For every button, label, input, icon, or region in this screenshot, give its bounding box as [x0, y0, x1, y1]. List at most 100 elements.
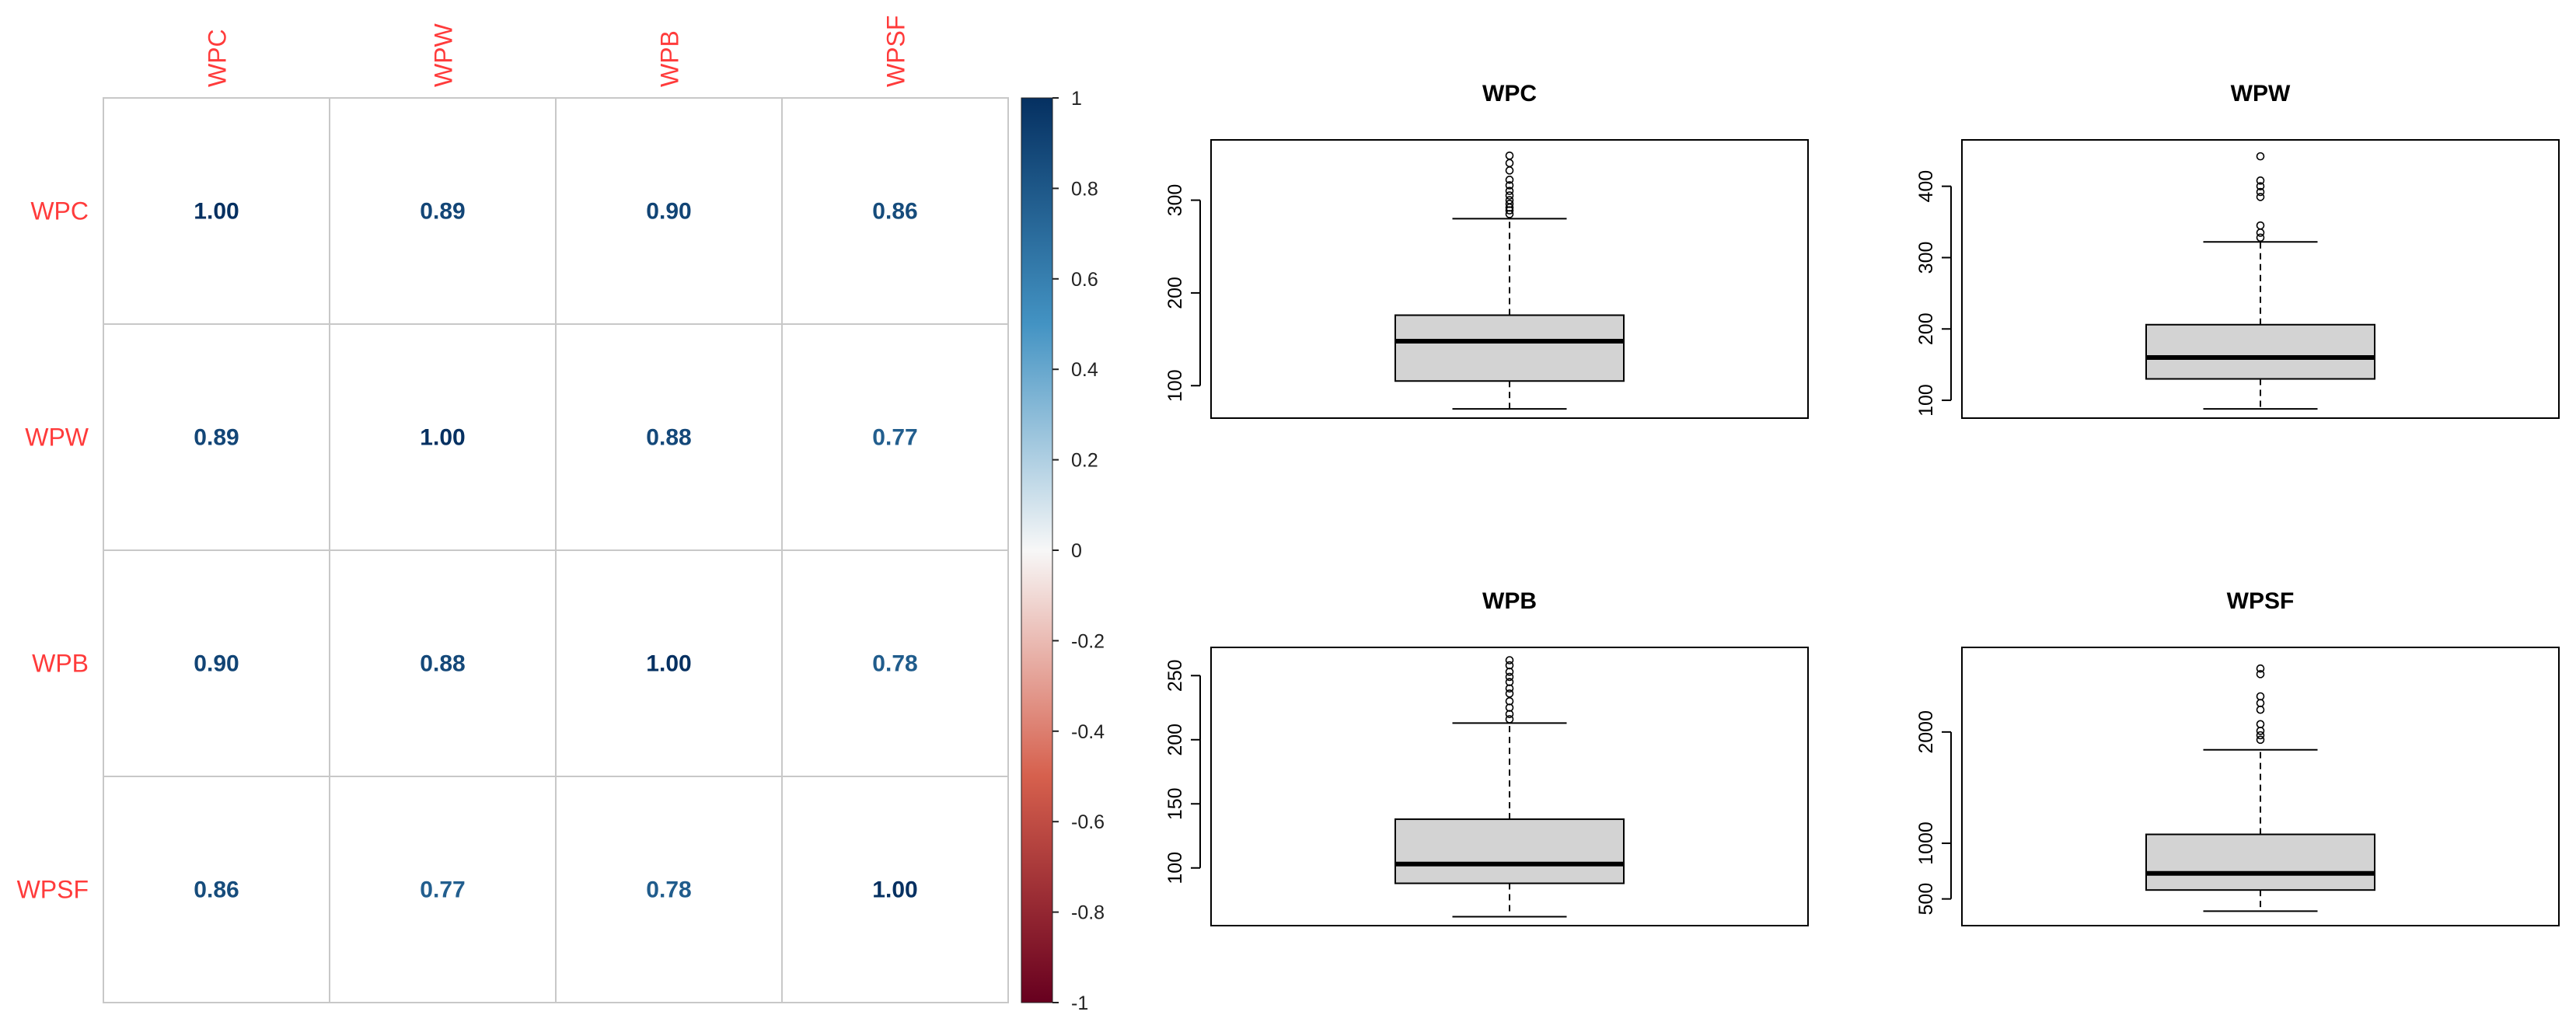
- outlier-point: [1505, 678, 1514, 686]
- y-tick-label: 100: [1164, 852, 1186, 884]
- outlier-point: [2256, 720, 2265, 729]
- colorbar-tick-label: 0: [1071, 540, 1082, 562]
- outlier-point: [1505, 661, 1514, 670]
- colorbar: [1021, 97, 1053, 1003]
- column-label: WPB: [656, 30, 684, 87]
- outlier-point: [1505, 715, 1514, 724]
- y-tick-label: 150: [1164, 787, 1186, 820]
- boxplot-panel: WPSF 500 1000 2000: [1915, 588, 2560, 926]
- matrix-cell: [103, 97, 330, 325]
- outlier-point: [1505, 672, 1514, 682]
- correlation-value: 0.89: [194, 425, 239, 451]
- row-label: WPB: [32, 650, 89, 678]
- matrix-cell: [329, 97, 557, 325]
- outlier-point: [2256, 228, 2265, 237]
- outlier-point: [2256, 182, 2265, 190]
- outlier-point: [1505, 196, 1514, 204]
- outlier-point: [2256, 187, 2265, 197]
- boxplot-title: WPC: [1482, 81, 1537, 106]
- y-tick-label: 250: [1164, 659, 1186, 692]
- colorbar-tick-label: -0.2: [1071, 630, 1105, 652]
- correlation-value: 1.00: [420, 425, 465, 451]
- correlation-value: 0.77: [420, 877, 465, 903]
- y-tick-label: 400: [1915, 170, 1937, 203]
- y-tick-label: 100: [1915, 384, 1937, 417]
- outlier-point: [1505, 181, 1514, 190]
- outlier-point: [2256, 699, 2265, 707]
- matrix-cell: [103, 776, 330, 1003]
- iqr-box: [1394, 314, 1625, 382]
- boxplot-panel: WPW 100 200 300 400: [1915, 81, 2560, 419]
- y-tick-label: 100: [1164, 369, 1186, 402]
- outlier-point: [1505, 187, 1514, 195]
- correlation-value: 1.00: [646, 651, 691, 677]
- row-label: WPC: [30, 197, 89, 225]
- outlier-point: [2256, 193, 2265, 201]
- colorbar-tick-label: 0.6: [1071, 269, 1098, 291]
- correlation-value: 0.90: [194, 651, 239, 677]
- colorbar-tick-label: 1: [1071, 88, 1082, 110]
- outlier-point: [1505, 166, 1514, 175]
- boxplot-title: WPB: [1482, 588, 1537, 614]
- plot-frame: [1961, 139, 2560, 419]
- y-tick-label: 200: [1164, 724, 1186, 756]
- matrix-cell: [555, 323, 783, 551]
- plot-frame: [1210, 139, 1809, 419]
- matrix-cell: [329, 549, 557, 777]
- outlier-point: [1505, 200, 1514, 208]
- correlation-value: 0.78: [646, 877, 691, 903]
- outlier-point: [2256, 727, 2265, 735]
- correlation-value: 0.88: [420, 651, 465, 677]
- column-label: WPW: [430, 23, 458, 87]
- outlier-point: [1505, 151, 1514, 160]
- column-label: WPSF: [882, 16, 910, 87]
- correlation-value: 0.78: [872, 651, 917, 677]
- boxplot-panel: WPB 100 150 200 250: [1164, 588, 1809, 926]
- matrix-cell: [329, 323, 557, 551]
- y-tick-label: 1000: [1915, 821, 1937, 865]
- correlation-value: 1.00: [872, 877, 917, 903]
- outlier-point: [2256, 731, 2265, 740]
- correlation-value: 0.86: [872, 199, 917, 225]
- plot-frame: [1961, 647, 2560, 926]
- outlier-point: [1505, 176, 1514, 184]
- matrix-cell: [781, 323, 1009, 551]
- iqr-box: [2145, 833, 2375, 891]
- iqr-box: [2145, 323, 2375, 380]
- boxplot-panel: WPC 100 200 300: [1164, 81, 1809, 419]
- outlier-point: [2256, 705, 2265, 714]
- y-tick-label: 200: [1164, 277, 1186, 309]
- outlier-point: [1505, 696, 1514, 706]
- correlation-value: 0.90: [646, 199, 691, 225]
- matrix-cell: [781, 776, 1009, 1003]
- iqr-box: [1394, 818, 1625, 884]
- colorbar-tick-label: -0.6: [1071, 811, 1105, 833]
- correlation-value: 0.89: [420, 199, 465, 225]
- correlation-value: 0.88: [646, 425, 691, 451]
- y-tick-label: 300: [1164, 184, 1186, 217]
- outlier-point: [1505, 689, 1514, 698]
- outlier-point: [2256, 670, 2265, 678]
- correlation-value: 0.86: [194, 877, 239, 903]
- boxplot-panels: WPC 100 200 300 WPW 100 200 300 400 WPB 100 150 200 2…: [1164, 81, 2560, 926]
- colorbar-tick-label: 0.2: [1071, 450, 1098, 472]
- y-tick-label: 300: [1915, 242, 1937, 274]
- colorbar-tick-label: 0.8: [1071, 178, 1098, 200]
- matrix-cell: [555, 776, 783, 1003]
- matrix-cell: [781, 549, 1009, 777]
- matrix-cell: [103, 323, 330, 551]
- outlier-point: [1505, 159, 1514, 168]
- y-tick-label: 2000: [1915, 710, 1937, 754]
- outlier-point: [2256, 735, 2265, 745]
- outlier-point: [2256, 152, 2265, 161]
- column-label: WPC: [204, 29, 232, 87]
- matrix-cell: [781, 97, 1009, 325]
- y-tick-label: 200: [1915, 312, 1937, 345]
- outlier-point: [2256, 692, 2265, 701]
- colorbar-tick-label: -1: [1071, 992, 1088, 1014]
- boxplot-title: WPSF: [2227, 588, 2295, 614]
- plot-frame: [1210, 647, 1809, 926]
- matrix-cell: [555, 97, 783, 325]
- correlation-value: 1.00: [194, 199, 239, 225]
